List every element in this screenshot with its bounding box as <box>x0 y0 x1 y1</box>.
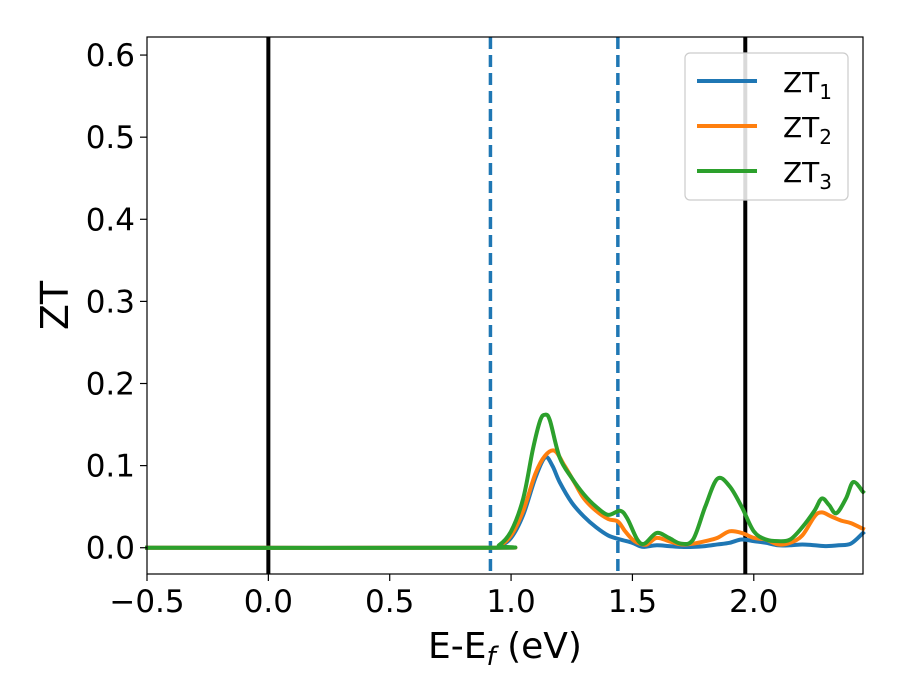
x-axis-label-suffix: (eV) <box>496 626 582 667</box>
series-line-3 <box>144 412 866 550</box>
plot-frame <box>146 36 864 575</box>
series-line-2 <box>144 448 866 550</box>
vertical-lines <box>266 37 748 574</box>
x-tick-label: 0.0 <box>244 584 293 620</box>
legend-label-main: ZT <box>783 111 820 144</box>
y-tick-label: 0.0 <box>86 531 135 567</box>
legend-label-3: ZT3 <box>783 156 832 194</box>
legend-label-main: ZT <box>783 156 820 189</box>
y-tick-label: 0.2 <box>86 367 135 403</box>
legend-label-1: ZT1 <box>783 66 832 104</box>
y-tick-label: 0.4 <box>86 202 135 238</box>
x-tick-label: 1.0 <box>486 584 535 620</box>
y-tick-label: 0.1 <box>86 449 135 485</box>
y-tick-label: 0.6 <box>86 38 135 74</box>
legend-box <box>684 52 849 201</box>
y-tick-label: 0.5 <box>86 120 135 156</box>
legend-label-main: ZT <box>783 66 820 99</box>
x-tick-label: 2.0 <box>729 584 778 620</box>
x-axis-label: E-Ef (eV) <box>428 626 582 672</box>
legend-label-2: ZT2 <box>783 111 832 149</box>
y-axis-ticks: 0.0 0.1 0.2 0.3 0.4 0.5 0.6 <box>86 38 147 567</box>
legend-label-sub: 2 <box>819 125 832 149</box>
legend-label-sub: 1 <box>819 80 832 104</box>
series-lines <box>144 412 866 550</box>
x-tick-label: 1.5 <box>608 584 657 620</box>
x-axis-label-main: E-E <box>428 626 486 667</box>
x-tick-label: −0.5 <box>109 584 184 620</box>
y-axis-label: ZT <box>33 280 77 330</box>
legend-label-sub: 3 <box>819 170 832 194</box>
x-tick-label: 0.5 <box>365 584 414 620</box>
y-tick-label: 0.3 <box>86 284 135 320</box>
x-axis-ticks: −0.5 0.0 0.5 1.0 1.5 2.0 <box>109 574 778 620</box>
